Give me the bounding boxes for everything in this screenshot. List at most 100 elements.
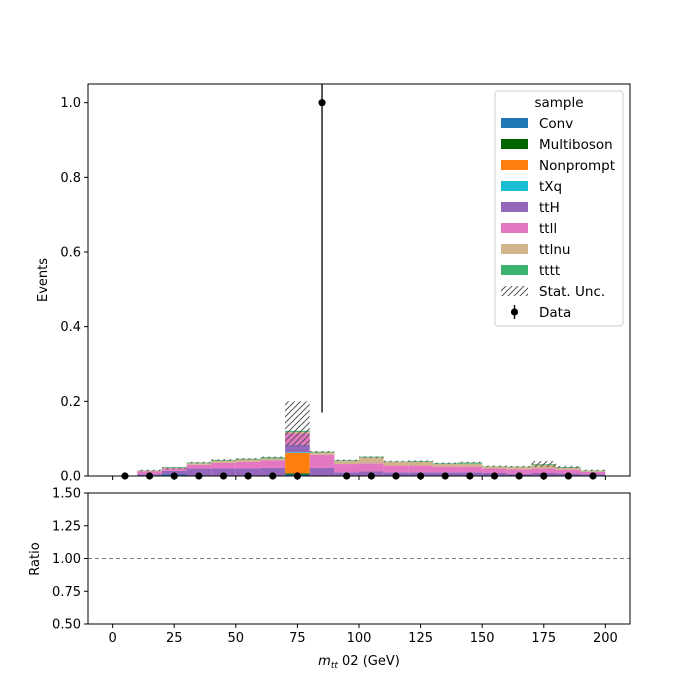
bar-ttll <box>383 465 409 473</box>
stat-unc-band <box>359 456 384 459</box>
stat-unc-band <box>432 462 458 465</box>
ratio-y-tick-label: 1.25 <box>52 519 81 534</box>
legend-swatch-ttlnu <box>501 244 528 254</box>
bar-ttlnu <box>457 463 483 467</box>
legend-label: ttlnu <box>539 242 570 258</box>
bar-ttlnu <box>359 457 384 464</box>
bar-tth <box>186 468 212 476</box>
legend-swatch-stat-unc <box>501 286 528 296</box>
ratio-x-tick-label: 100 <box>347 631 372 646</box>
legend-label: tttt <box>539 263 560 279</box>
bar-ttlnu <box>260 458 286 461</box>
stat-unc-band <box>334 459 359 462</box>
stat-unc-band <box>531 461 557 468</box>
bar-tth <box>235 468 261 476</box>
ratio-y-axis-label: Ratio <box>28 542 43 575</box>
bar-ttlnu <box>556 467 581 470</box>
legend-entries: Conv Multiboson Nonprompt tXq ttH ttll ttlnu tt… <box>501 116 615 321</box>
bar-ttlnu <box>383 461 409 466</box>
stat-unc-band <box>383 460 409 463</box>
stat-unc-band <box>161 467 187 470</box>
bar-ttlnu <box>334 461 359 465</box>
bar-tth <box>260 467 286 476</box>
ratio-x-tick-label: 25 <box>166 631 183 646</box>
bar-ttlnu <box>432 464 458 467</box>
bar-ttlnu <box>186 463 212 465</box>
stat-unc-band <box>580 469 606 472</box>
bar-ttll <box>334 464 359 473</box>
x-label-subscript: tt <box>331 661 339 671</box>
bar-ttlnu <box>506 467 532 470</box>
main-y-ticks: 0.0 0.2 0.4 0.6 0.8 1.0 <box>60 96 88 485</box>
bar-ttlnu <box>211 460 236 463</box>
ratio-y-tick-label: 0.75 <box>52 585 81 600</box>
bar-ttlnu <box>309 452 335 455</box>
legend-label: ttH <box>539 200 560 216</box>
legend-swatch-conv <box>501 118 528 128</box>
x-label-m: m <box>318 654 331 669</box>
bar-ttll <box>186 464 212 469</box>
bar-tth <box>285 444 310 453</box>
stat-unc-band <box>235 458 261 460</box>
ratio-x-axis-label: mtt 02 (GeV) <box>318 654 400 671</box>
ratio-y-tick-label: 1.50 <box>52 487 81 502</box>
ratio-panel: 0.50 0.75 1.00 1.25 1.50 0 25 50 75 100 125 150 175… <box>28 487 631 671</box>
bar-ttll <box>531 468 557 474</box>
stat-unc-band <box>260 456 286 459</box>
stat-unc-band <box>309 450 335 453</box>
bar-ttll <box>506 469 532 474</box>
stat-unc-band <box>408 460 433 462</box>
legend-swatch-tttt <box>501 265 528 275</box>
bar-ttll <box>260 460 286 468</box>
legend-swatch-txq <box>501 181 528 191</box>
y-tick-label: 0.6 <box>60 246 81 261</box>
bar-nonprompt <box>285 452 310 474</box>
legend-data-marker <box>510 308 519 316</box>
legend-swatch-nonprompt <box>501 160 528 170</box>
legend-swatch-multiboson <box>501 139 528 149</box>
legend-label: Multiboson <box>539 137 613 153</box>
bar-tth <box>211 468 236 476</box>
legend-label: Conv <box>539 116 573 132</box>
stat-unc-band <box>211 459 236 461</box>
legend-label: Nonprompt <box>539 158 615 174</box>
bar-ttlnu <box>482 466 507 469</box>
ratio-y-ticks: 0.50 0.75 1.00 1.25 1.50 <box>52 487 88 633</box>
ratio-x-ticks: 0 25 50 75 100 125 150 175 200 <box>108 624 618 646</box>
bar-ttll <box>556 469 581 474</box>
stat-unc-band <box>482 465 507 468</box>
data-point <box>318 99 326 107</box>
stat-unc-band <box>137 469 162 472</box>
stat-unc-bands <box>137 401 606 472</box>
y-tick-label: 0.8 <box>60 171 81 186</box>
ratio-x-tick-label: 125 <box>408 631 433 646</box>
bar-tttt <box>161 467 187 468</box>
bar-ttll <box>432 466 458 473</box>
ratio-x-tick-label: 50 <box>228 631 245 646</box>
legend-swatch-tth <box>501 202 528 212</box>
ratio-x-tick-label: 200 <box>593 631 618 646</box>
main-x-ticks <box>112 476 606 480</box>
stat-unc-band <box>285 401 310 447</box>
bar-ttll <box>309 454 335 468</box>
legend-title: sample <box>534 95 583 111</box>
bar-ttll <box>161 468 187 471</box>
y-tick-label: 1.0 <box>60 96 81 111</box>
bar-ttlnu <box>235 459 261 462</box>
y-tick-label: 0.4 <box>60 320 81 335</box>
stat-unc-band <box>506 465 532 468</box>
legend-label: ttll <box>539 221 557 237</box>
bar-txq <box>285 452 310 453</box>
ratio-y-tick-label: 1.00 <box>52 552 81 567</box>
y-tick-label: 0.2 <box>60 395 81 410</box>
legend-swatch-ttll <box>501 223 528 233</box>
legend: sample Conv Multiboson Nonprompt tXq ttH ttll… <box>494 90 624 327</box>
stat-unc-band <box>457 461 483 464</box>
ratio-x-tick-label: 0 <box>108 631 116 646</box>
bar-ttlnu <box>580 470 606 472</box>
bar-ttll <box>482 468 507 474</box>
bar-ttll <box>408 465 433 473</box>
ratio-x-tick-label: 175 <box>531 631 556 646</box>
ratio-y-tick-label: 0.50 <box>52 618 81 633</box>
